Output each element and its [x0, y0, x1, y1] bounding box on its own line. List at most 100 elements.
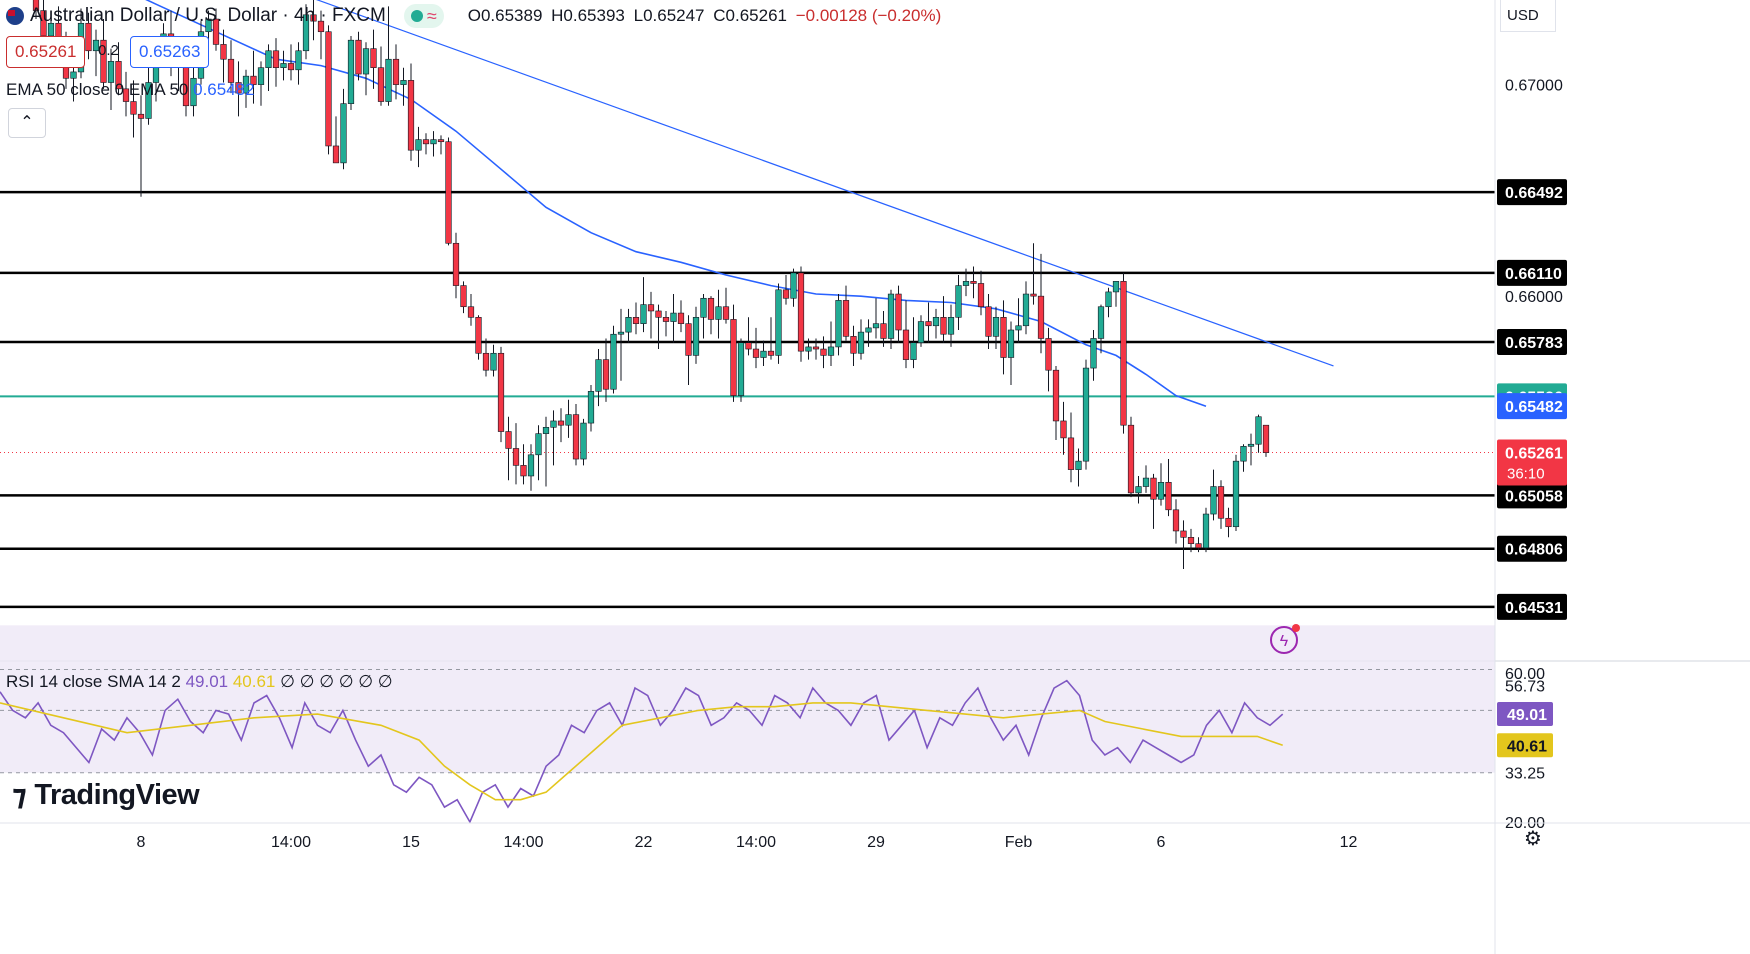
candle-body [70, 71, 77, 79]
candle-body [1120, 281, 1127, 426]
candle-body [265, 50, 272, 68]
candle [1060, 401, 1067, 455]
candle [1045, 327, 1052, 392]
rsi-legend[interactable]: RSI 14 close SMA 14 2 49.01 40.61 ∅ ∅ ∅ … [6, 672, 393, 692]
settings-gear-icon[interactable]: ⚙ [1524, 828, 1542, 850]
currency-selector[interactable]: USD [1500, 0, 1556, 32]
candle [1262, 424, 1270, 457]
australia-flag-icon [6, 7, 24, 25]
lightning-alert-icon[interactable]: ϟ [1270, 624, 1300, 654]
symbol-title[interactable]: Australian Dollar / U.S. Dollar · 4h · F… [30, 5, 386, 26]
tradingview-logo[interactable]: ⁊ TradingView [12, 778, 200, 813]
candle [947, 304, 955, 347]
candle-body [797, 272, 805, 352]
candle [1172, 499, 1180, 544]
candle [130, 80, 137, 138]
candle [347, 35, 355, 110]
rsi-pane[interactable] [0, 625, 1495, 824]
candle-body [212, 18, 220, 45]
candle-body [1225, 517, 1232, 528]
candle-body [812, 346, 820, 350]
candle-body [1195, 543, 1202, 549]
candle-body [880, 323, 887, 339]
candle [752, 327, 760, 369]
candle-body [782, 289, 790, 299]
candle-body [745, 342, 752, 350]
time-tick-label: 22 [635, 834, 653, 851]
candle-body [1210, 486, 1217, 515]
candle-body [1135, 486, 1142, 494]
candle [385, 6, 392, 106]
sell-button[interactable]: 0.65261 [6, 36, 86, 68]
market-status[interactable]: ≈ [403, 4, 444, 28]
candle [760, 340, 767, 366]
ema-legend[interactable]: EMA 50 close 0 EMA 50 0.65482 [6, 80, 255, 100]
candle-body [775, 289, 782, 356]
candle-body [205, 18, 212, 33]
time-tick-label: 8 [137, 834, 146, 851]
level-price-label-bg [1497, 482, 1567, 509]
candle [272, 38, 280, 87]
candle-body [932, 317, 940, 327]
candle [647, 291, 655, 339]
candle-body [400, 80, 407, 85]
candle-body [137, 113, 145, 119]
candle [595, 349, 602, 407]
candle [520, 444, 527, 485]
candle [820, 336, 827, 369]
candle-body [1150, 477, 1157, 500]
candle-body [1105, 291, 1112, 308]
candle-body [1022, 293, 1030, 327]
market-open-icon [410, 10, 423, 22]
candle-body [557, 420, 565, 426]
candle-body [145, 82, 152, 119]
rsi-legend-label: RSI 14 close SMA 14 2 [6, 672, 181, 691]
time-axis[interactable]: 8 14:00 15 14:00 22 14:00 29 Feb 6 12 [0, 822, 1750, 851]
candle [452, 232, 460, 299]
collapse-legend-button[interactable]: ⌃ [8, 108, 46, 138]
candle-body [1112, 281, 1120, 293]
candle [1210, 469, 1217, 521]
candle-body [722, 306, 730, 320]
candle-body [92, 39, 100, 52]
candle [940, 296, 947, 343]
time-tick-label: 14:00 [503, 834, 543, 851]
candle-body [632, 317, 640, 324]
candle-body [1172, 509, 1180, 532]
candle [32, 0, 40, 20]
candle-body [887, 293, 895, 339]
candle-body [587, 391, 595, 424]
time-tick-label: 12 [1340, 834, 1358, 851]
time-tick-label: 14:00 [736, 834, 776, 851]
ema-legend-label: EMA 50 close 0 EMA 50 [6, 80, 189, 99]
candle [610, 325, 617, 394]
candle [992, 306, 1000, 350]
symbol-legend[interactable]: Australian Dollar / U.S. Dollar · 4h · F… [6, 4, 945, 28]
candle-body [707, 297, 715, 320]
candle [92, 29, 100, 77]
candle [932, 308, 940, 339]
candle [857, 319, 865, 360]
time-tick-label: 15 [402, 834, 420, 851]
candle [467, 294, 475, 326]
level-price-label-text: 0.65783 [1505, 335, 1563, 352]
candle-body [257, 67, 265, 85]
candle-body [460, 285, 467, 308]
candle [700, 294, 707, 339]
candle [85, 12, 92, 60]
candle [775, 283, 782, 364]
candle-body [970, 281, 977, 284]
candle [730, 304, 737, 402]
candle [220, 29, 227, 83]
candle-body [362, 48, 370, 75]
candle [437, 135, 445, 155]
buy-button[interactable]: 0.65263 [130, 36, 210, 68]
candle-body [430, 139, 437, 145]
candle [325, 25, 332, 155]
candle [317, 10, 325, 60]
candle [655, 304, 662, 350]
price-pane[interactable] [0, 0, 1495, 609]
